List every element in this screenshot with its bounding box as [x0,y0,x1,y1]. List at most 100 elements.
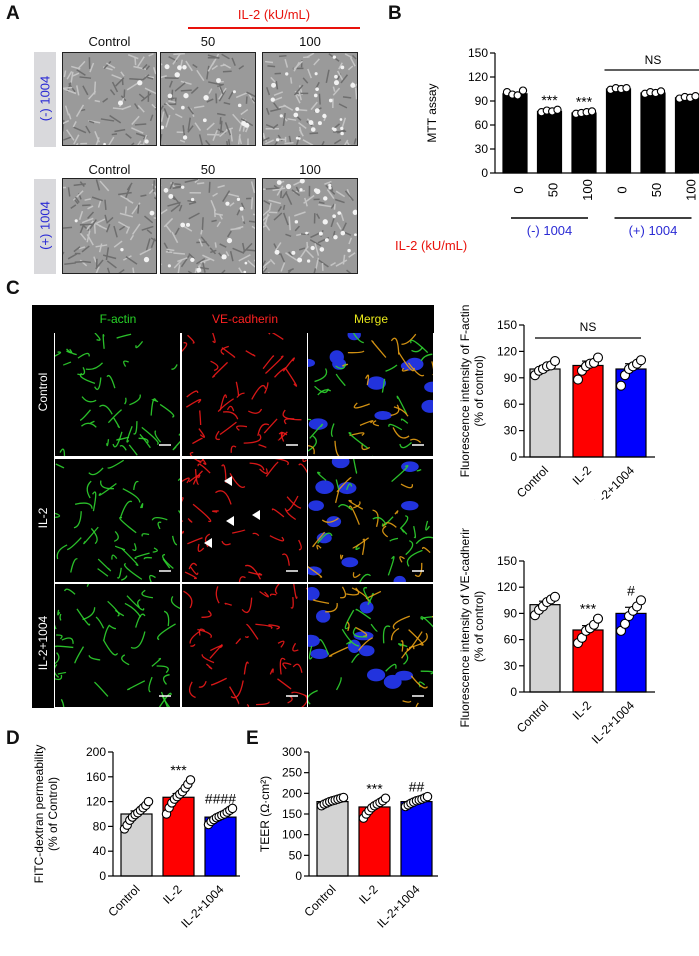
cell-shape [236,208,241,216]
fiber-strand [347,350,365,354]
cell-shape [354,87,357,100]
cell-shape [134,103,139,110]
micrograph-minus-50 [160,52,256,146]
fiber-strand [286,495,299,512]
cell-shape [168,80,173,88]
x-tick-label: Control [514,463,551,500]
nucleus [424,381,433,393]
bright-cell [237,103,242,108]
cell-shape [208,88,213,95]
cell-shape [163,217,174,228]
cell-shape [73,246,81,253]
fiber-strand [81,422,97,428]
fiber-strand [63,361,72,366]
fiber-strand [126,426,133,443]
cell-shape [182,125,186,137]
fiber-strand [407,362,425,377]
fiber-strand [346,621,350,632]
group-label: (-) 1004 [527,223,573,238]
fiber-strand [197,543,205,552]
fiber-strand [389,537,399,542]
cell-shape [273,102,279,110]
fiber-strand [221,540,231,546]
cell-shape [229,128,233,142]
fiber-strand [113,530,119,542]
fiber-strand [113,417,120,429]
y-tick-label: 150 [497,554,517,568]
micrograph-texture [161,53,255,145]
cell-shape [86,220,94,231]
panel-letter-e: E [246,728,259,749]
fiber-strand [284,508,297,521]
cell-shape [276,185,284,196]
cell-shape [310,101,318,111]
y-tick-label: 120 [497,344,517,358]
cell-shape [315,257,320,270]
y-tick-label: 90 [504,606,518,620]
cell-shape [318,93,321,105]
cell-shape [105,223,111,233]
y-axis-label: FITC-dextran permeability (% of Control) [32,745,60,884]
cell-shape [125,184,132,198]
fiber-strand [236,425,248,431]
fiber-strand [79,409,92,421]
data-point [592,352,604,363]
row-label-il2: IL-2 [36,507,50,529]
cell-shape [240,202,245,210]
col-label-50-2: 50 [200,162,216,177]
fiber-strand [55,663,60,678]
cell-shape [196,257,206,265]
y-tick-label: 0 [481,166,488,180]
fiber-strand [121,575,128,581]
fiber-strand [178,433,180,436]
fiber-strand [400,483,414,489]
cell-shape [222,190,231,203]
cell-shape [138,93,146,100]
cell-shape [141,225,154,231]
bright-cell [183,93,189,99]
cell-shape [165,114,171,128]
bright-cell [180,222,186,228]
bright-cell [339,118,343,121]
y-axis-label-line: FITC-dextran permeability [32,745,46,884]
micrograph-texture [161,179,255,273]
fiber-strand [385,364,398,372]
y-tick-label: 200 [282,786,302,800]
fiber-strand [305,587,307,590]
fiber-strand [121,654,130,666]
bright-cell [274,249,280,255]
panel-c-header-bar [32,305,434,333]
fiber-strand [157,521,162,530]
cell-shape [100,118,115,122]
arrowhead-marker [224,476,232,486]
row-label-minus-1004: (-) 1004 [37,75,53,122]
cell-shape [166,248,175,252]
fiber-strand [401,333,417,345]
cell-shape [268,199,282,205]
data-point [227,803,238,814]
cell-shape [336,222,342,230]
cell-shape [104,199,107,211]
y-tick-label: 120 [468,70,488,84]
cell-shape [194,267,198,273]
bright-cell [244,261,248,265]
cell-shape [177,257,188,263]
fiber-strand [159,403,175,418]
cell-shape [232,247,245,254]
fiber-strand [431,361,433,376]
bright-cell [299,188,303,192]
cell-shape [302,77,309,84]
y-tick-label: 150 [282,807,302,821]
cell-shape [343,139,349,145]
fiber-strand [124,397,127,405]
cell-shape [99,180,110,192]
fiber-strand [293,584,298,599]
header-ve-cadherin: VE-cadherin [211,312,279,326]
data-point [619,618,631,629]
cell-shape [309,132,319,135]
cell-shape [283,104,294,111]
bar [640,92,666,174]
bar [571,112,597,174]
cell-shape [293,61,300,72]
cell-shape [140,92,152,102]
